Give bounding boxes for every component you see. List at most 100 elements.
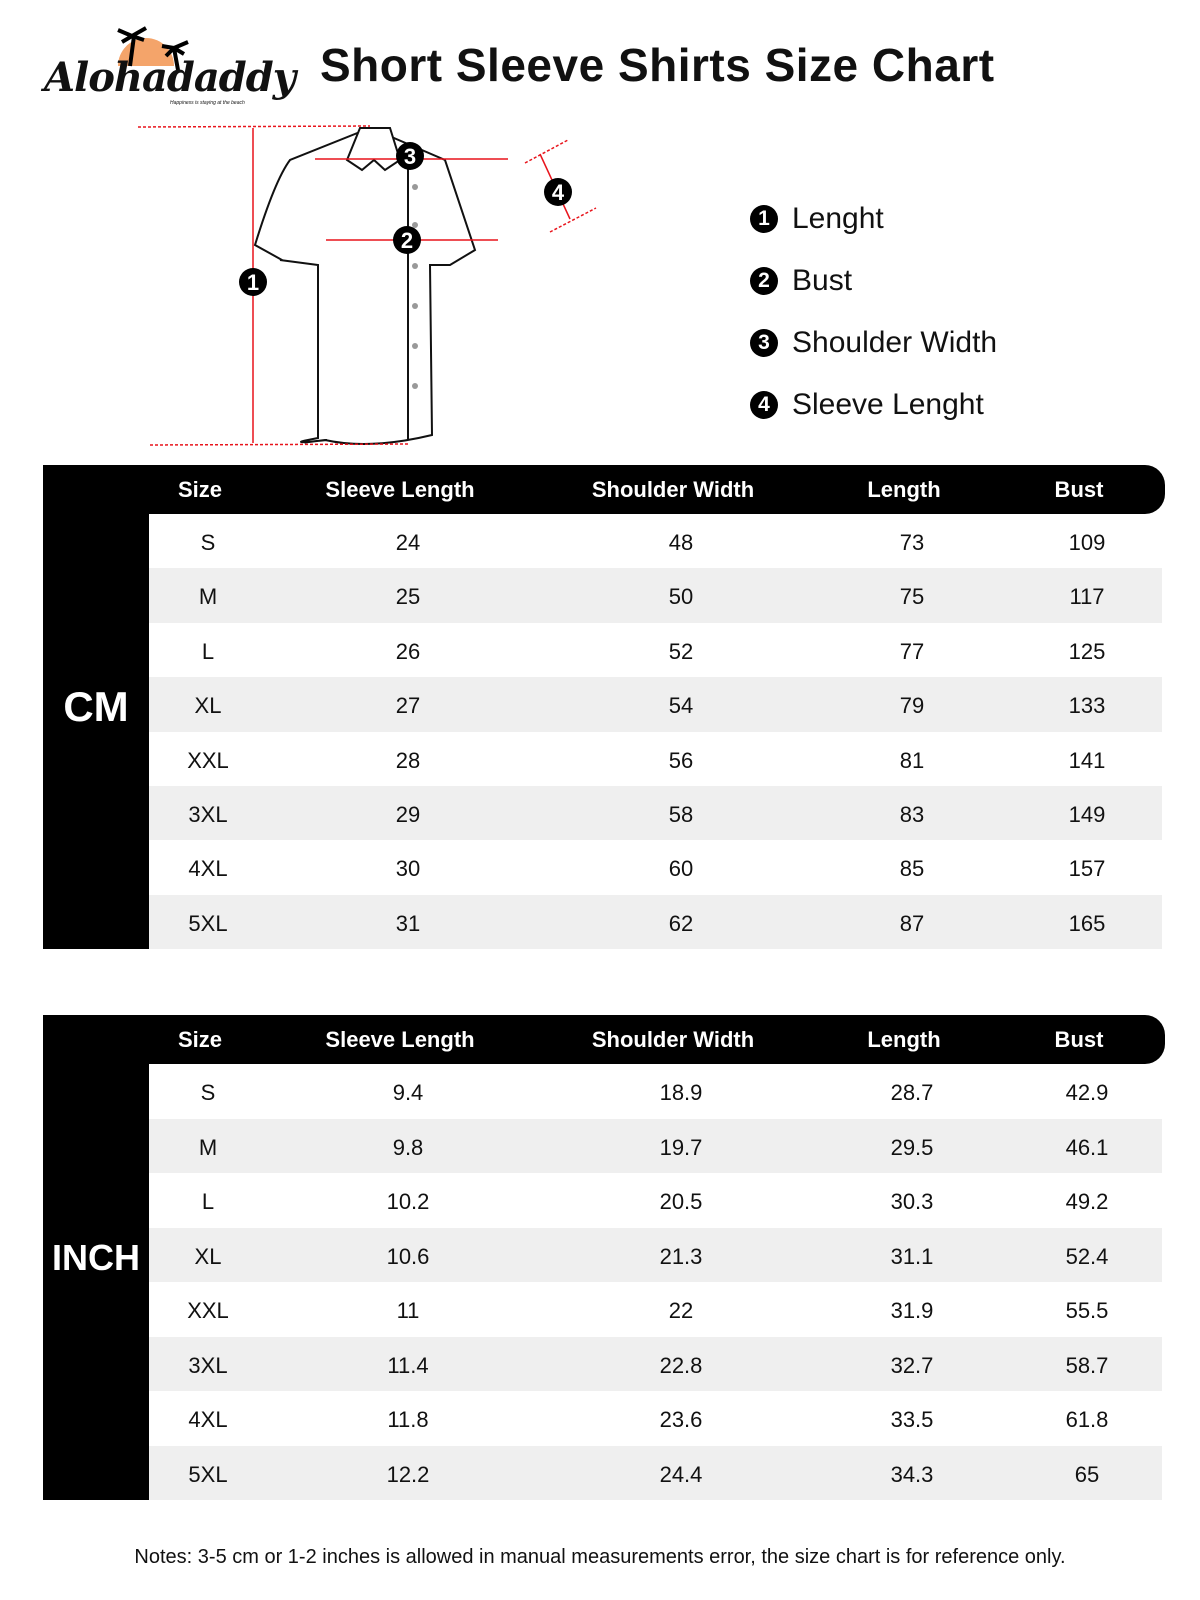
table-cell: 29 xyxy=(395,801,421,827)
table-cell: 52 xyxy=(668,638,694,664)
table-row: XXL 28 56 81 141 xyxy=(149,732,1162,786)
table-cell: 42.9 xyxy=(1065,1080,1109,1105)
table-row: S 9.4 18.9 28.7 42.9 xyxy=(149,1064,1162,1119)
table-cell: 31.9 xyxy=(890,1298,934,1323)
table-cell: 20.5 xyxy=(659,1189,703,1214)
table-cell: 81 xyxy=(899,747,925,773)
table-header: Size Sleeve Length Shoulder Width Length Bus… xyxy=(43,465,1165,514)
table-cell: 58 xyxy=(668,801,694,827)
table-cell: 54 xyxy=(668,693,694,719)
table-header: Size Sleeve Length Shoulder Width Length Bus… xyxy=(43,1015,1165,1064)
table-row: 5XL 12.2 24.4 34.3 65 xyxy=(149,1445,1162,1500)
table-cell: 29.5 xyxy=(890,1134,934,1160)
table-cell: 27 xyxy=(395,693,421,719)
table-cell: 49.2 xyxy=(1065,1189,1109,1214)
column-header: Size xyxy=(177,477,223,502)
legend-label: Sleeve Lenght xyxy=(792,388,984,421)
table-cell: 77 xyxy=(899,638,925,664)
table-row: XL 27 54 79 133 xyxy=(149,677,1162,732)
table-row: 4XL 30 60 85 157 xyxy=(149,840,1162,894)
column-header: Bust xyxy=(1054,477,1104,502)
legend-item-sleeve: 4 Sleeve Lenght xyxy=(750,374,997,436)
table-cell: 19.7 xyxy=(659,1134,703,1160)
table-cell: 30 xyxy=(395,856,421,882)
table-cell: 24.4 xyxy=(659,1461,703,1487)
table-row: S 24 48 73 109 xyxy=(149,514,1162,568)
brand-tagline: Happiness is staying at the beach xyxy=(170,100,245,106)
table-cell: 25 xyxy=(395,584,421,610)
table-cell: 125 xyxy=(1068,638,1106,664)
table-cell: 30.3 xyxy=(890,1189,934,1214)
table-cell: 5XL xyxy=(188,910,228,936)
legend-item-shoulder: 3 Shoulder Width xyxy=(750,312,997,374)
table-cell: 22.8 xyxy=(659,1352,703,1378)
table-cell: 61.8 xyxy=(1065,1407,1109,1432)
table-cell: XXL xyxy=(187,747,229,773)
table-cell: 73 xyxy=(899,530,925,555)
table-cell: 48 xyxy=(668,530,694,555)
size-table-inch: INCH Size Sleeve Length Shoulder Width Lengt… xyxy=(43,1015,1165,1500)
size-table-cm: CM Size Sleeve Length Shoulder Width Length B… xyxy=(43,465,1165,949)
svg-text:4: 4 xyxy=(552,180,565,205)
table-cell: 24 xyxy=(395,530,421,555)
table-cell: 34.3 xyxy=(890,1461,934,1487)
table-cell: 133 xyxy=(1068,693,1106,719)
table-cell: 28 xyxy=(395,747,421,773)
table-cell: 83 xyxy=(899,801,925,827)
table-row: 3XL 29 58 83 149 xyxy=(149,785,1162,841)
table-cell: 12.2 xyxy=(386,1461,430,1487)
table-cell: 87 xyxy=(899,910,925,936)
table-cell: 22 xyxy=(668,1298,694,1323)
table-cell: 62 xyxy=(668,910,694,936)
table-row: M 9.8 19.7 29.5 46.1 xyxy=(149,1118,1162,1173)
table-cell: 79 xyxy=(899,693,925,719)
table-cell: 4XL xyxy=(188,1407,228,1432)
table-cell: XXL xyxy=(187,1298,229,1323)
notes: Notes: 3-5 cm or 1-2 inches is allowed i… xyxy=(134,1546,1066,1568)
column-header: Size xyxy=(177,1027,223,1052)
table-cell: 46.1 xyxy=(1065,1134,1109,1160)
svg-text:3: 3 xyxy=(404,144,416,169)
table-cell: 23.6 xyxy=(659,1407,703,1432)
table-cell: S xyxy=(200,530,216,555)
table-cell: 65 xyxy=(1074,1461,1100,1487)
table-cell: XL xyxy=(194,693,222,719)
table-row: M 25 50 75 117 xyxy=(149,568,1162,623)
table-cell: 141 xyxy=(1068,747,1106,773)
table-cell: 165 xyxy=(1068,910,1106,936)
table-cell: 26 xyxy=(395,638,421,664)
table-row: XXL 11 22 31.9 55.5 xyxy=(149,1282,1162,1337)
table-cell: 58.7 xyxy=(1065,1352,1109,1378)
table-cell: 5XL xyxy=(188,1461,228,1487)
table-cell: 3XL xyxy=(188,801,228,827)
table-cell: 3XL xyxy=(188,1352,228,1378)
table-cell: 157 xyxy=(1068,856,1106,882)
palm-sun-icon xyxy=(117,26,189,71)
table-cell: 117 xyxy=(1069,584,1105,610)
number-badge: 3 xyxy=(750,329,778,357)
table-cell: 149 xyxy=(1068,801,1106,827)
table-cell: 21.3 xyxy=(659,1243,703,1269)
legend-label: Shoulder Width xyxy=(792,326,998,359)
table-cell: 28.7 xyxy=(890,1080,934,1105)
table-cell: 85 xyxy=(899,856,925,882)
table-cell: L xyxy=(201,1189,215,1214)
table-cell: 50 xyxy=(668,584,694,610)
table-cell: 31.1 xyxy=(890,1243,934,1269)
table-cell: S xyxy=(200,1080,216,1105)
table-cell: 4XL xyxy=(188,856,228,882)
svg-text:1: 1 xyxy=(247,270,259,295)
table-cell: 18.9 xyxy=(659,1080,703,1105)
table-cell: 9.8 xyxy=(392,1134,424,1160)
table-cell: 56 xyxy=(668,747,694,773)
column-header: Sleeve Length xyxy=(325,1027,475,1052)
unit-label: CM xyxy=(43,465,149,949)
column-header: Length xyxy=(867,477,941,502)
table-cell: 9.4 xyxy=(392,1080,424,1105)
column-header: Sleeve Length xyxy=(325,477,475,502)
table-row: 4XL 11.8 23.6 33.5 61.8 xyxy=(149,1391,1162,1446)
legend-item-bust: 2 Bust xyxy=(750,250,997,312)
table-row: XL 10.6 21.3 31.1 52.4 xyxy=(149,1227,1162,1282)
measurement-legend: 1 Lenght 2 Bust 3 Shoulder Width 4 Sleeve Le… xyxy=(750,188,997,436)
table-cell: 52.4 xyxy=(1065,1243,1109,1269)
